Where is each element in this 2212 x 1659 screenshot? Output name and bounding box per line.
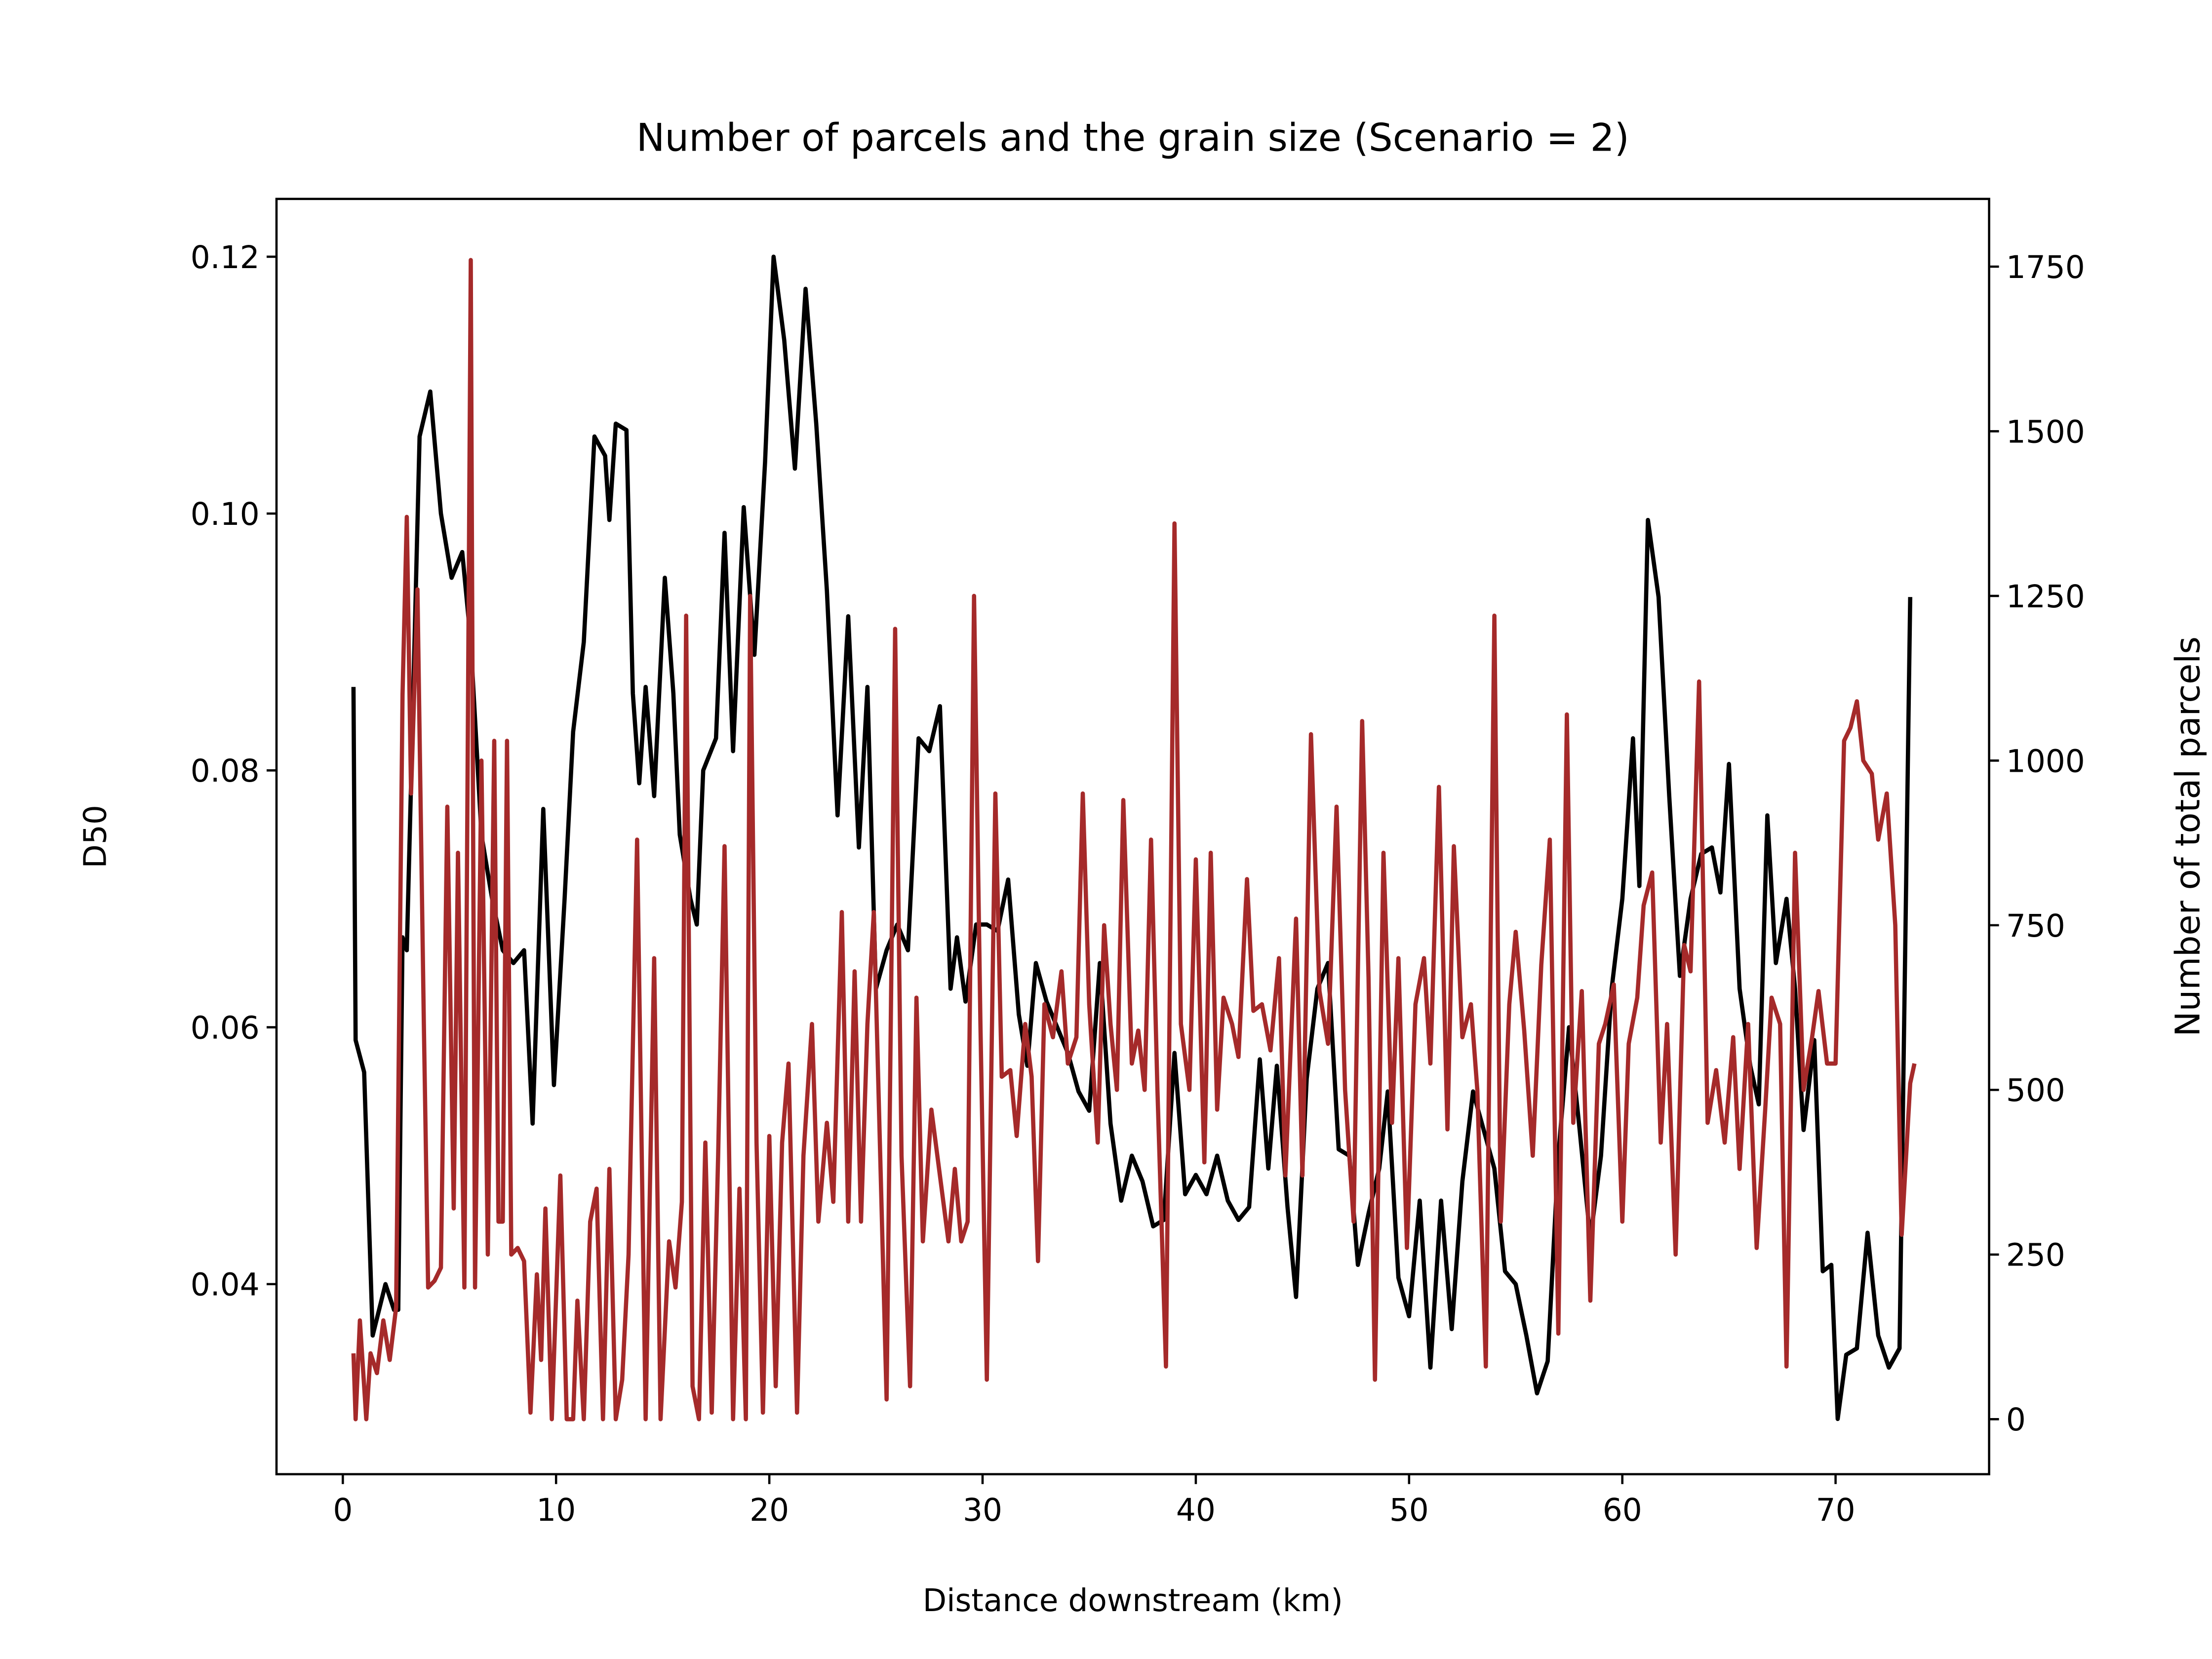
y-tick-label: 0.04 <box>191 1267 260 1303</box>
data-line <box>351 254 1913 1422</box>
x-tick-label: 40 <box>1176 1492 1216 1528</box>
x-tick-label: 50 <box>1389 1492 1429 1528</box>
y-tick-label: 0.10 <box>191 496 260 532</box>
y-tick-label: 0.08 <box>191 753 260 789</box>
y2-tick-label: 1000 <box>2006 743 2085 779</box>
y2-tick-label: 0 <box>2006 1402 2026 1438</box>
y2-tick-label: 500 <box>2006 1072 2065 1108</box>
plot-frame <box>275 198 1990 1475</box>
y2-tick-label: 750 <box>2006 908 2065 944</box>
y-tick-label: 0.06 <box>191 1010 260 1046</box>
y2-tick-label: 250 <box>2006 1237 2065 1273</box>
x-tick-label: 0 <box>333 1492 353 1528</box>
x-tick-label: 20 <box>750 1492 789 1528</box>
x-tick-label: 10 <box>536 1492 576 1528</box>
y2-tick-label: 1500 <box>2006 414 2085 450</box>
x-tick-label: 70 <box>1816 1492 1856 1528</box>
y2-tick-label: 1250 <box>2006 579 2085 615</box>
y-axis-label: D50 <box>77 805 113 868</box>
y2-tick-label: 1750 <box>2006 249 2085 285</box>
chart-title: Number of parcels and the grain size (Sc… <box>636 116 1629 160</box>
data-line <box>351 258 1917 1422</box>
y-tick-label: 0.12 <box>191 239 260 276</box>
x-axis-label: Distance downstream (km) <box>923 1582 1343 1619</box>
x-tick-label: 30 <box>963 1492 1002 1528</box>
y2-axis-label: Number of total parcels <box>2168 636 2208 1037</box>
x-tick-label: 60 <box>1603 1492 1642 1528</box>
